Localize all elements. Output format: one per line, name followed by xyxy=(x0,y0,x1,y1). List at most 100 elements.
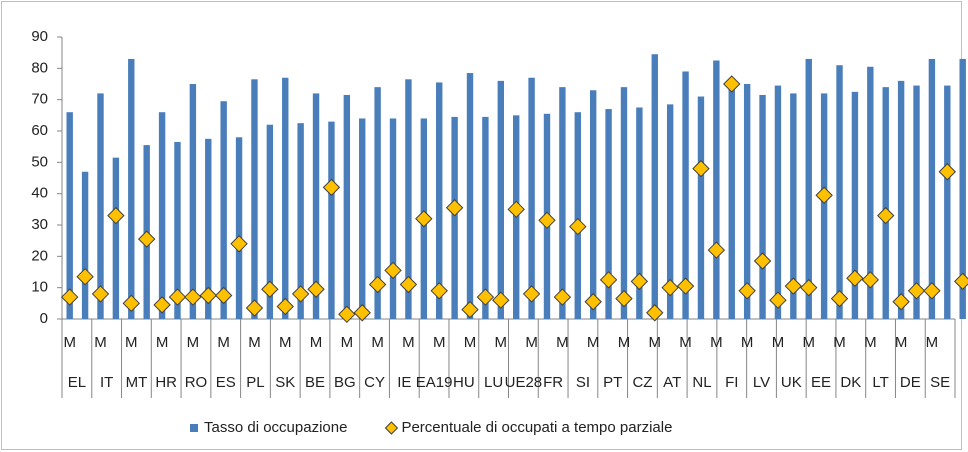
x-tick-label: M xyxy=(833,334,846,351)
diamond-marker xyxy=(953,272,968,291)
diamond-marker xyxy=(522,285,541,303)
diamond-marker xyxy=(307,280,325,298)
y-tick-label: 30 xyxy=(31,216,48,233)
x-group-label: HR xyxy=(155,374,177,391)
x-group-label: SK xyxy=(275,374,295,391)
x-group-label: EA19 xyxy=(416,374,453,391)
x-tick-label: M xyxy=(802,334,815,351)
x-group-label: FR xyxy=(543,374,563,391)
x-group-label: MT xyxy=(126,374,148,391)
bar xyxy=(559,87,566,319)
diamond-marker xyxy=(723,75,741,93)
diamond-marker xyxy=(399,275,418,294)
diamond-marker xyxy=(261,280,279,298)
x-group-label: UK xyxy=(781,374,802,391)
x-tick-label: M xyxy=(187,334,200,351)
x-group-label: SE xyxy=(930,374,950,391)
bar xyxy=(820,93,828,320)
x-group-label: EE xyxy=(811,374,831,391)
diamond-marker xyxy=(322,178,341,197)
y-tick-label: 60 xyxy=(31,122,48,139)
y-tick-label: 20 xyxy=(31,247,48,264)
bar xyxy=(466,73,474,320)
x-group-label: AT xyxy=(663,374,681,391)
diamond-marker xyxy=(415,210,433,228)
bar xyxy=(174,141,181,319)
y-tick-label: 0 xyxy=(40,310,48,327)
y-tick-label: 80 xyxy=(31,59,48,76)
diamond-marker xyxy=(846,269,864,287)
x-group-label: IT xyxy=(100,374,113,391)
y-tick-label: 90 xyxy=(31,28,48,45)
x-tick-label: M xyxy=(464,334,477,351)
x-group-label: UE28 xyxy=(505,374,543,391)
bar xyxy=(343,94,351,319)
bar xyxy=(97,93,104,320)
diamond-marker xyxy=(199,286,217,305)
bar xyxy=(189,84,197,319)
bar xyxy=(666,104,674,319)
diamond-marker xyxy=(538,211,556,230)
bar xyxy=(66,112,73,319)
diamond-marker xyxy=(646,304,664,322)
x-group-label: EL xyxy=(68,374,86,391)
bar xyxy=(81,171,89,319)
x-group-label: LU xyxy=(484,374,503,391)
bar xyxy=(944,85,951,319)
diamond-marker xyxy=(784,277,803,295)
bar xyxy=(605,109,612,319)
bar xyxy=(112,157,120,319)
bar xyxy=(759,94,766,319)
x-tick-label: M xyxy=(741,334,754,351)
bar xyxy=(282,77,289,319)
x-tick-label: M xyxy=(371,334,384,351)
diamond-marker xyxy=(707,241,726,259)
x-tick-label: M xyxy=(649,334,662,351)
diamond-marker xyxy=(153,296,171,314)
x-tick-label: M xyxy=(217,334,230,351)
diamond-marker xyxy=(368,275,387,294)
bar xyxy=(405,79,412,319)
x-group-label: IE xyxy=(397,374,411,391)
x-tick-label: M xyxy=(772,334,785,351)
y-tick-label: 50 xyxy=(31,153,48,170)
x-group-label: BG xyxy=(334,374,356,391)
bar xyxy=(374,87,381,319)
x-tick-label: M xyxy=(926,334,939,351)
diamond-marker xyxy=(907,282,926,300)
bar xyxy=(636,107,643,319)
bar xyxy=(574,112,581,319)
diamond-marker xyxy=(76,267,94,286)
x-group-label: SI xyxy=(576,374,590,391)
x-tick-label: M xyxy=(63,334,76,351)
bar xyxy=(897,80,905,319)
diamond-marker xyxy=(430,282,448,300)
x-group-label: PL xyxy=(246,374,264,391)
diamond-marker xyxy=(800,278,818,297)
x-tick-label: M xyxy=(279,334,292,351)
diamond-marker xyxy=(445,199,464,217)
y-tick-label: 40 xyxy=(31,185,48,202)
diamond-marker xyxy=(877,206,895,225)
bar xyxy=(867,66,874,320)
x-group-label: BE xyxy=(305,374,325,391)
x-tick-label: M xyxy=(248,334,261,351)
x-tick-label: M xyxy=(94,334,107,351)
x-tick-label: M xyxy=(433,334,446,351)
legend-swatch xyxy=(190,424,198,432)
bar xyxy=(836,65,843,319)
bar xyxy=(882,87,889,319)
diamond-marker xyxy=(938,163,957,181)
bar xyxy=(235,137,243,319)
bar xyxy=(328,121,335,319)
bar xyxy=(682,71,689,319)
diamond-marker xyxy=(107,206,125,225)
bar xyxy=(790,93,797,320)
diamond-marker xyxy=(630,272,649,291)
x-tick-label: M xyxy=(895,334,908,351)
x-group-label: DK xyxy=(840,374,861,391)
diamond-marker xyxy=(507,200,525,219)
bar xyxy=(251,79,258,319)
bar xyxy=(451,116,458,320)
bar xyxy=(959,58,966,319)
